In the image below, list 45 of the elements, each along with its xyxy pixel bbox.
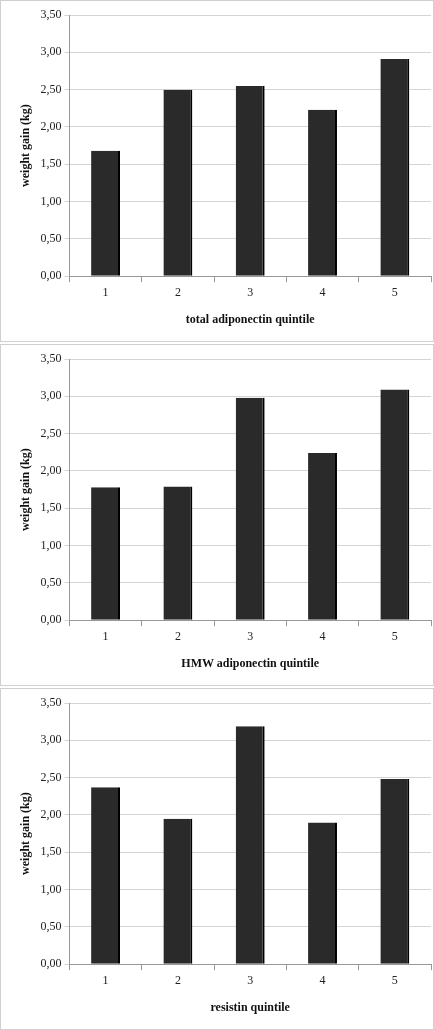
y-tick-label: 3,00 (40, 388, 62, 403)
y-axis-title: weight gain (kg) (18, 448, 33, 531)
x-tick-label: 3 (247, 972, 254, 987)
x-tick-label: 2 (174, 284, 181, 299)
y-tick-label: 0,00 (40, 268, 62, 283)
x-tick-label: 2 (174, 628, 181, 643)
y-tick-label: 0,00 (40, 956, 62, 971)
y-tick-label: 1,00 (40, 193, 62, 208)
y-tick-label: 1,00 (40, 881, 62, 896)
x-axis-title: resistin quintile (210, 999, 291, 1014)
y-tick-label: 3,50 (40, 351, 62, 366)
x-axis-title: total adiponectin quintile (185, 311, 316, 326)
x-tick-label: 3 (247, 284, 254, 299)
y-tick-label: 2,00 (40, 463, 62, 478)
x-tick-label: 5 (391, 972, 398, 987)
x-tick-label: 4 (319, 628, 326, 643)
x-tick-label: 1 (102, 284, 109, 299)
y-tick-label: 1,50 (40, 156, 62, 171)
x-tick-label: 5 (391, 628, 398, 643)
x-tick-label: 3 (247, 628, 254, 643)
y-tick-label: 3,50 (40, 7, 62, 22)
y-tick-label: 0,50 (40, 575, 62, 590)
x-tick-label: 5 (391, 284, 398, 299)
y-tick-label: 3,00 (40, 732, 62, 747)
x-axis-title: HMW adiponectin quintile (181, 655, 320, 670)
y-tick-label: 0,00 (40, 612, 62, 627)
y-axis-title: weight gain (kg) (18, 104, 33, 187)
y-tick-label: 0,50 (40, 231, 62, 246)
y-tick-label: 2,00 (40, 807, 62, 822)
x-tick-label: 4 (319, 972, 326, 987)
y-tick-label: 1,50 (40, 844, 62, 859)
y-tick-label: 0,50 (40, 919, 62, 934)
y-tick-label: 1,00 (40, 537, 62, 552)
y-tick-label: 2,50 (40, 769, 62, 784)
y-tick-label: 3,00 (40, 44, 62, 59)
x-tick-label: 2 (174, 972, 181, 987)
y-tick-label: 2,50 (40, 81, 62, 96)
x-tick-label: 1 (102, 972, 109, 987)
y-tick-label: 2,00 (40, 119, 62, 134)
y-tick-label: 1,50 (40, 500, 62, 515)
x-tick-label: 1 (102, 628, 109, 643)
y-tick-label: 2,50 (40, 425, 62, 440)
x-tick-label: 4 (319, 284, 326, 299)
y-axis-title: weight gain (kg) (18, 792, 33, 875)
y-tick-label: 3,50 (40, 695, 62, 710)
